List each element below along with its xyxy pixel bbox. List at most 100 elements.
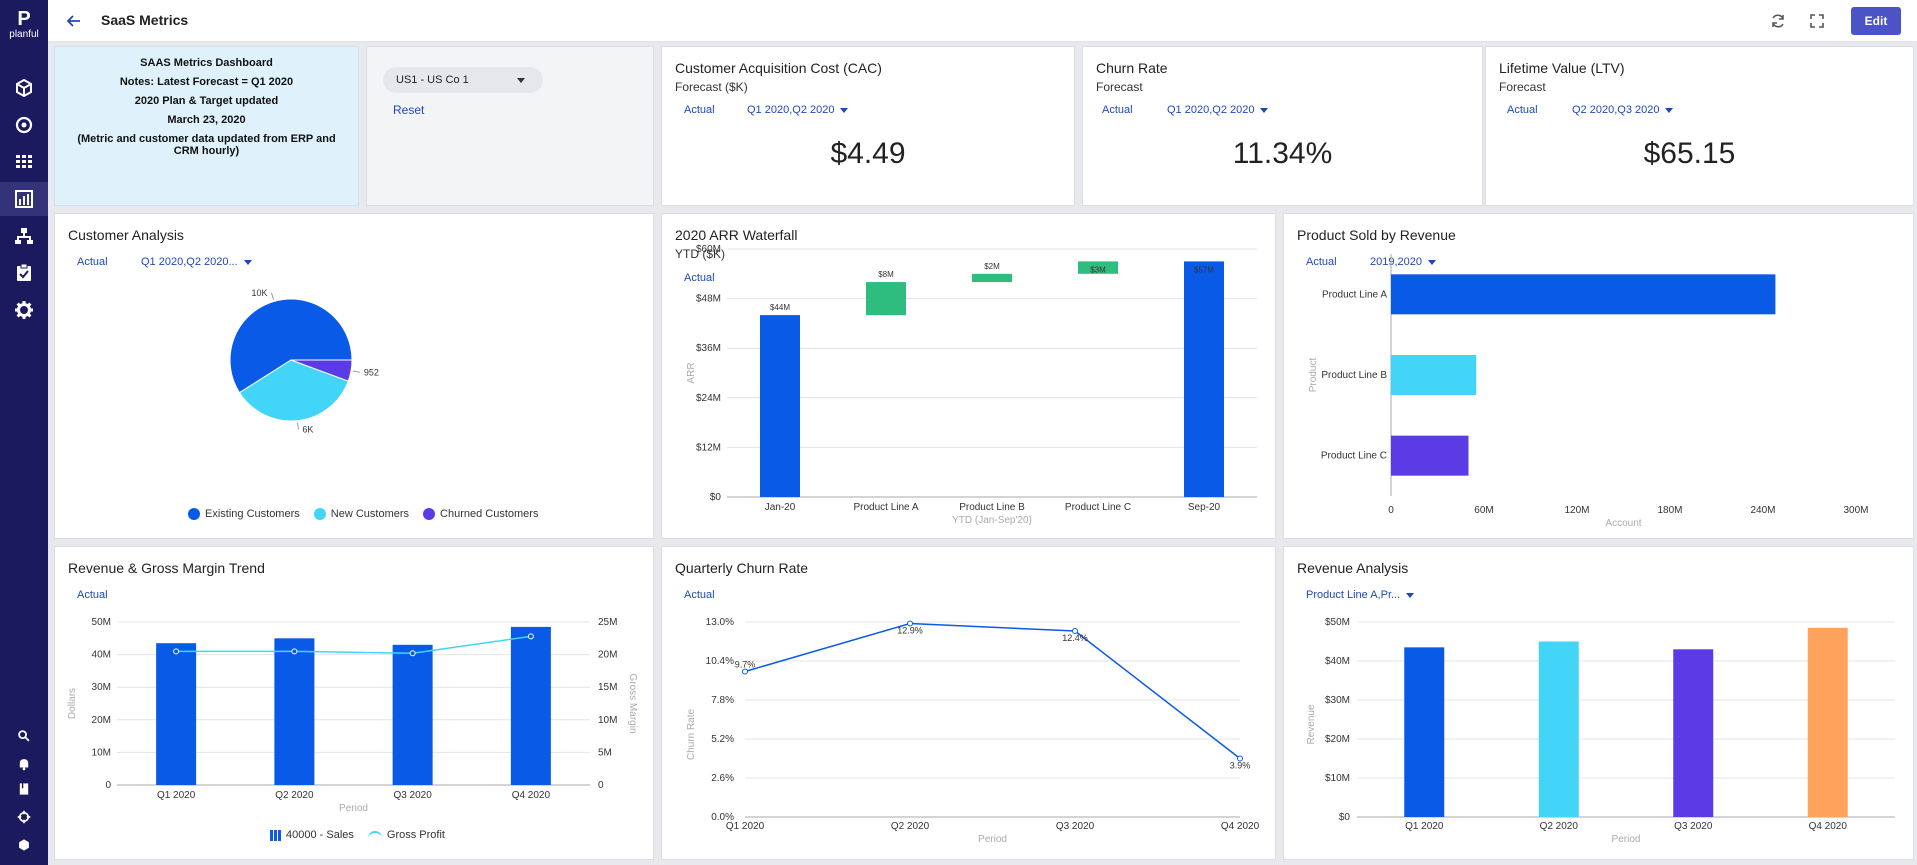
scenario-filter[interactable]: Actual — [1507, 104, 1538, 116]
quarterly-churn-panel: Quarterly Churn Rate Actual 0.0% 2.6% 5.2%… — [661, 546, 1276, 860]
product-filter[interactable]: Product Line A,Pr... — [1306, 589, 1415, 601]
legend-swatch — [188, 508, 200, 520]
reset-link[interactable]: Reset — [393, 103, 425, 117]
notes-line: (Metric and customer data updated from E… — [77, 133, 336, 157]
kpi-card-cac: Customer Acquisition Cost (CAC) Forecast… — [661, 46, 1075, 206]
x-axis-label: Period — [1612, 834, 1641, 845]
x-tick-label: Product Line B — [959, 502, 1025, 513]
period-value: Q1 2020,Q2 2020 — [1167, 104, 1255, 116]
y-axis-label: Product — [1308, 358, 1319, 393]
waterfall-bar — [1184, 261, 1224, 497]
scenario-filter[interactable]: Actual — [77, 256, 108, 268]
gear-icon[interactable] — [0, 293, 48, 327]
book-icon[interactable] — [0, 774, 48, 804]
period-filter[interactable]: Q1 2020,Q2 2020 — [1167, 104, 1269, 116]
churn-line — [744, 622, 1241, 760]
notes-line: Notes: Latest Forecast = Q1 2020 — [119, 76, 294, 88]
legend-swatch — [313, 508, 326, 520]
brand-name: planful — [9, 29, 39, 40]
revenue-bar — [1404, 647, 1445, 817]
target-icon[interactable] — [0, 108, 48, 142]
entity-dropdown[interactable]: US1 - US Co 1 — [383, 67, 543, 93]
x-tick-label: Q1 2020 — [726, 821, 765, 832]
arr-waterfall-chart: $0 $12M $24M $36M $48M $60M $44M Jan-20 $8M Produ… — [686, 244, 1257, 526]
kpi-title: Customer Acquisition Cost (CAC) — [675, 60, 882, 76]
back-arrow-icon[interactable] — [62, 9, 86, 33]
scenario-filter[interactable]: Actual — [1306, 256, 1337, 268]
edit-button[interactable]: Edit — [1851, 7, 1901, 35]
legend-item[interactable]: Existing Customers — [188, 508, 300, 520]
notes-line: SAAS Metrics Dashboard — [140, 57, 273, 69]
x-tick-label: Jan-20 — [765, 502, 796, 513]
pie-slice — [290, 359, 353, 382]
y-tick-label: $20M — [1325, 734, 1350, 745]
fullscreen-icon[interactable] — [1805, 9, 1829, 33]
chevron-down-icon — [517, 78, 525, 83]
legend-item[interactable]: 40000 - Sales — [270, 829, 354, 841]
y-tick-label: $0 — [1339, 812, 1351, 823]
x-tick-label: 120M — [1564, 505, 1589, 516]
x-tick-label: 240M — [1750, 505, 1775, 516]
top-bar: SaaS Metrics Edit — [48, 0, 1917, 42]
x-tick-label: Q2 2020 — [1540, 821, 1579, 832]
period-filter[interactable]: 2019,2020 — [1370, 256, 1436, 268]
sales-bar — [274, 638, 315, 785]
legend-swatch — [423, 508, 436, 520]
legend-item[interactable]: New Customers — [313, 508, 409, 520]
quarterly-churn-chart: 0.0% 2.6% 5.2% 7.8% 10.4% 13.0% 9.7% Q1 2020 12.… — [686, 617, 1260, 845]
period-filter[interactable]: Q1 2020,Q2 2020... — [141, 256, 252, 268]
search-icon[interactable] — [0, 721, 48, 751]
y-tick-label: Product Line A — [1322, 289, 1387, 300]
scenario-filter[interactable]: Actual — [684, 104, 715, 116]
customer-analysis-panel: Customer Analysis Actual Q1 2020,Q2 2020… — [54, 213, 654, 539]
revenue-bar — [1807, 627, 1848, 817]
hierarchy-icon[interactable] — [0, 219, 48, 253]
x-axis-label: YTD (Jan-Sep'20) — [952, 515, 1032, 526]
pie-leader-line — [271, 292, 274, 300]
x-tick-label: Q4 2020 — [1221, 821, 1260, 832]
churn-point — [1237, 755, 1243, 762]
kpi-subtitle: Forecast — [1499, 80, 1546, 94]
period-value: Q1 2020,Q2 2020 — [747, 104, 835, 116]
bar-data-label: $2M — [984, 262, 1000, 271]
planful-logo[interactable]: P planful — [0, 8, 48, 40]
report-icon[interactable] — [0, 182, 48, 216]
kpi-subtitle: Forecast — [1096, 80, 1143, 94]
notes-panel: SAAS Metrics Dashboard Notes: Latest For… — [54, 46, 359, 206]
bar-chart-icon — [270, 829, 281, 841]
kpi-value: $65.15 — [1643, 137, 1736, 170]
scenario-filter[interactable]: Actual — [77, 589, 108, 601]
churn-data-label: 3.9% — [1230, 761, 1251, 771]
y-tick-label: $0 — [710, 492, 722, 503]
refresh-icon[interactable] — [1766, 9, 1790, 33]
chevron-down-icon — [243, 259, 252, 265]
revenue-analysis-panel: Revenue Analysis Product Line A,Pr... $0… — [1283, 546, 1914, 860]
crosshair-icon[interactable] — [0, 802, 48, 832]
y-tick-label: $36M — [696, 343, 721, 354]
scenario-filter[interactable]: Actual — [684, 589, 715, 601]
x-tick-label: Q3 2020 — [1674, 821, 1713, 832]
churn-point — [907, 620, 913, 627]
y-tick-label: $30M — [1325, 695, 1350, 706]
period-filter[interactable]: Q2 2020,Q3 2020 — [1572, 104, 1674, 116]
y2-tick-label: 15M — [598, 682, 617, 693]
legend-item[interactable]: Gross Profit — [367, 829, 445, 841]
cube-icon[interactable] — [0, 71, 48, 105]
x-axis-label: Period — [339, 803, 368, 814]
grid-icon[interactable] — [0, 145, 48, 179]
scenario-filter[interactable]: Actual — [684, 272, 715, 284]
tasks-icon[interactable] — [0, 256, 48, 290]
x-tick-label: Q2 2020 — [891, 821, 930, 832]
legend-item[interactable]: Churned Customers — [423, 508, 538, 520]
y2-tick-label: 20M — [598, 650, 617, 661]
cube-bottom-icon[interactable] — [0, 830, 48, 860]
bell-icon[interactable] — [0, 749, 48, 779]
period-filter[interactable]: Q1 2020,Q2 2020 — [747, 104, 849, 116]
x-tick-label: Q3 2020 — [393, 790, 432, 801]
scenario-filter[interactable]: Actual — [1102, 104, 1133, 116]
kpi-card-churn: Churn Rate Forecast Actual Q1 2020,Q2 20… — [1082, 46, 1483, 206]
x-tick-label: Q4 2020 — [1809, 821, 1848, 832]
waterfall-bar — [972, 273, 1012, 283]
y-tick-label: 0 — [105, 780, 111, 791]
gross-profit-point — [409, 650, 416, 657]
